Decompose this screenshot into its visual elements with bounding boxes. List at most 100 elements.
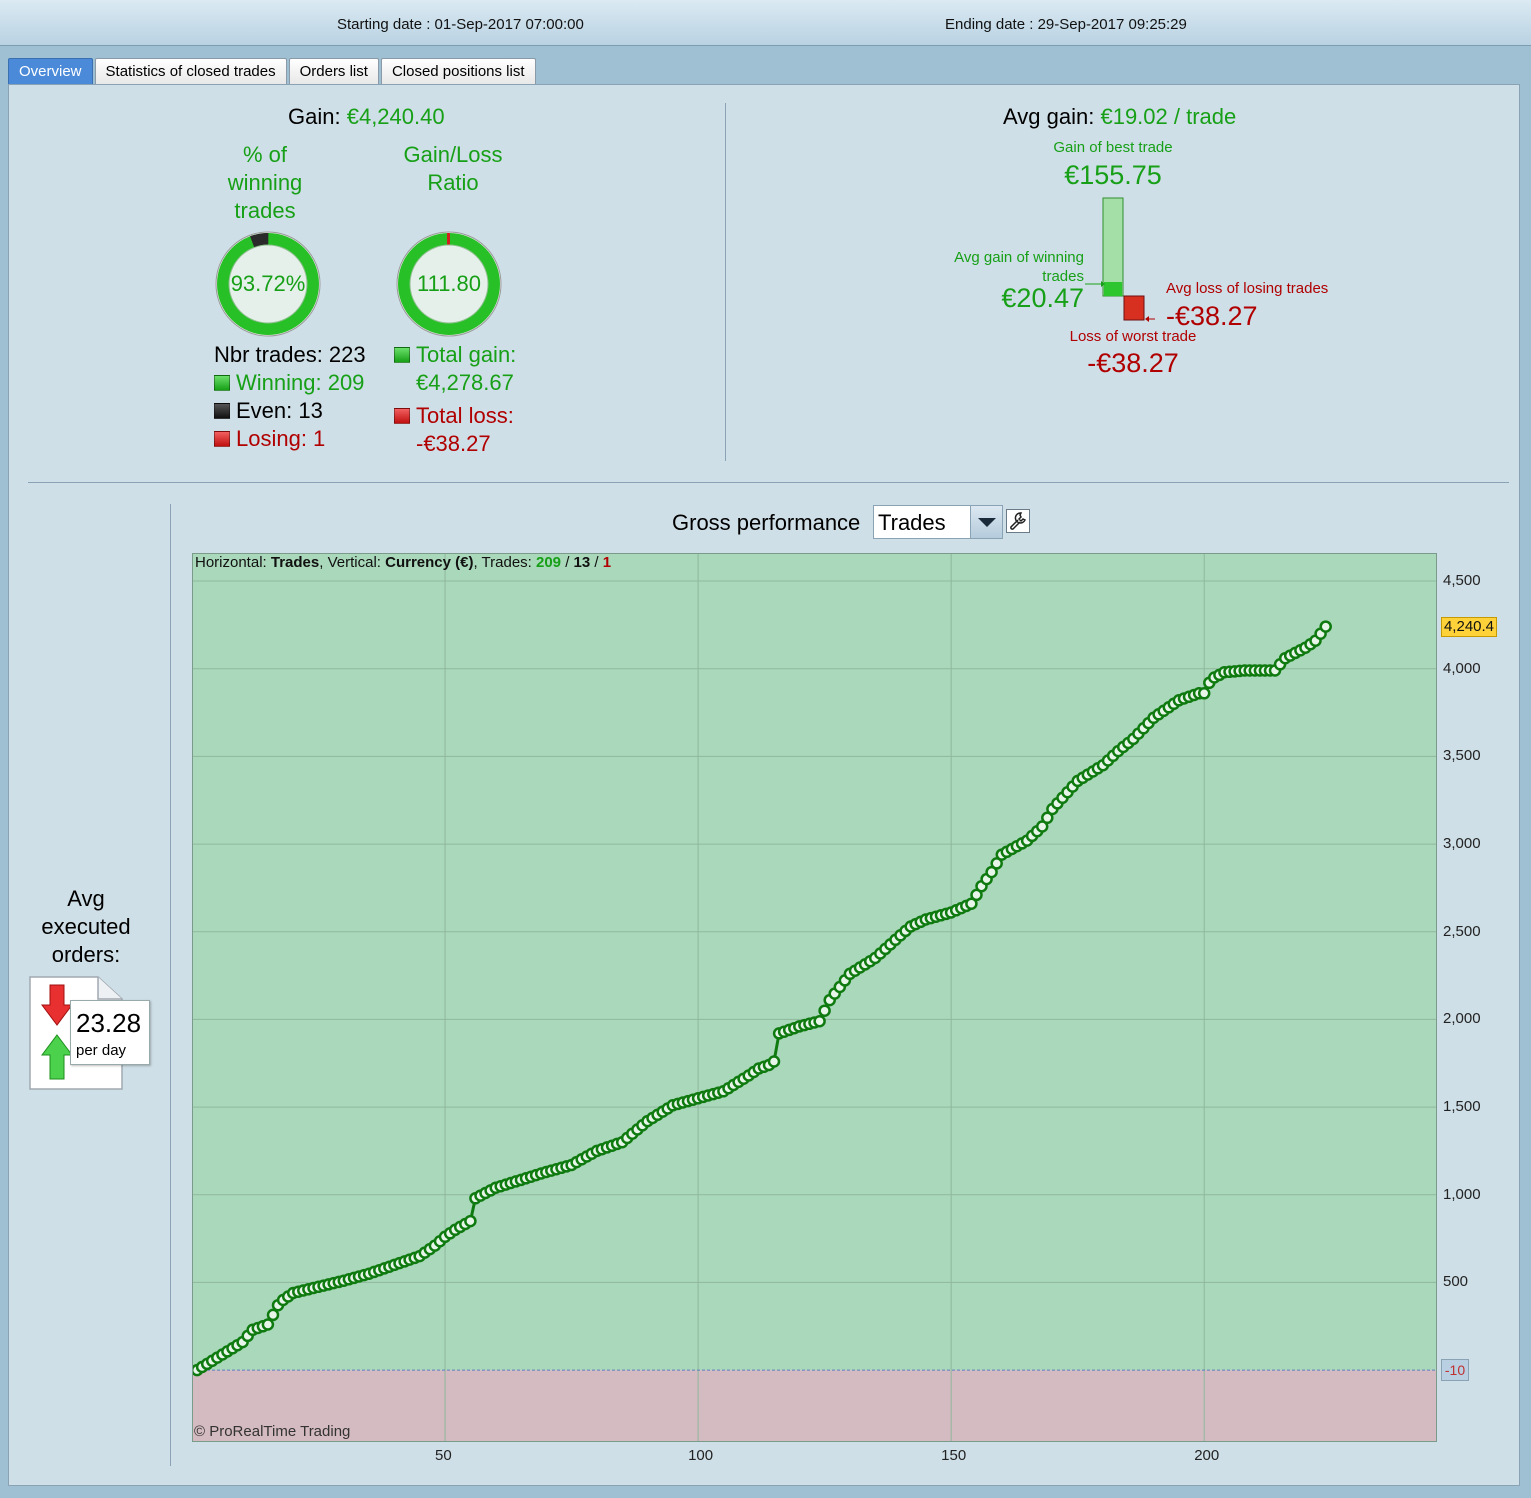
y-tick-label: 3,000 <box>1443 835 1481 853</box>
x-tick-label: 100 <box>688 1447 714 1464</box>
y-tick-label: 3,500 <box>1443 747 1481 765</box>
negative-area <box>192 1370 1437 1442</box>
trade-point <box>818 1004 831 1017</box>
trade-point <box>985 865 998 879</box>
avg-loss-value: -€38.27 <box>1166 301 1258 331</box>
starting-date: Starting date : 01-Sep-2017 07:00:00 <box>337 16 584 33</box>
trade-point <box>1035 820 1049 833</box>
worst-trade-value: -€38.27 <box>1087 348 1179 378</box>
info-even-count: 13 <box>573 554 591 571</box>
gross-performance-chart <box>192 553 1437 1442</box>
total-gain-value: €4,278.67 <box>416 370 514 395</box>
trade-point <box>990 857 1003 870</box>
even-legend-swatch <box>214 403 230 419</box>
orders-per-day-unit: per day <box>76 1042 127 1059</box>
info-horizontal-label: Horizontal: <box>195 554 271 571</box>
total-gain-label: Total gain: <box>394 342 516 368</box>
trade-point <box>965 897 978 910</box>
tab-bar: Overview Statistics of closed trades Ord… <box>8 58 538 84</box>
trade-point <box>813 1014 826 1028</box>
trade-point <box>767 1055 781 1068</box>
last-value-badge: 4,240.4 <box>1441 617 1497 637</box>
y-tick-label: 1,500 <box>1443 1098 1481 1116</box>
positive-area <box>192 553 1437 1371</box>
trade-point <box>464 1214 477 1228</box>
even-count-text: Even: 13 <box>236 398 323 423</box>
y-tick-label: 1,000 <box>1443 1185 1481 1203</box>
tab-statistics-of-closed-trades[interactable]: Statistics of closed trades <box>94 58 287 84</box>
performance-mode-select[interactable]: Trades <box>873 505 1003 539</box>
chart-grid <box>192 553 1437 1442</box>
gl-ratio-value: 111.80 <box>416 271 482 296</box>
y-tick-label: 500 <box>1443 1273 1469 1291</box>
winning-pct-title-line3: trades <box>234 198 296 223</box>
avg-orders-title: Avg executed orders: <box>20 885 152 969</box>
tab-orders-list[interactable]: Orders list <box>288 58 379 84</box>
winning-legend-swatch <box>214 375 230 391</box>
gl-ratio-title-line1: Gain/Loss <box>403 142 503 167</box>
winning-pct-title-line1: % of <box>242 142 288 167</box>
winning-pct-value: 93.72% <box>230 271 306 296</box>
avg-win-label-line1: Avg gain of winning <box>954 249 1084 266</box>
tab-overview[interactable]: Overview <box>8 58 93 84</box>
avg-orders-title-line2: executed <box>41 914 131 939</box>
total-loss-swatch <box>394 408 410 424</box>
vertical-divider <box>725 103 726 461</box>
info-separator-2: / <box>590 554 603 571</box>
orders-per-day-value: 23.28 <box>76 1008 142 1038</box>
y-tick-label: 4,000 <box>1443 659 1481 677</box>
info-horizontal-value: Trades <box>270 554 320 571</box>
x-tick-label: 150 <box>941 1447 967 1464</box>
performance-mode-value: Trades <box>878 510 946 535</box>
avg-gain-value: €19.02 / trade <box>1100 104 1237 129</box>
losing-legend-swatch <box>214 431 230 447</box>
chevron-down-icon[interactable] <box>970 506 1002 538</box>
info-vertical-label: , Vertical: <box>319 554 386 571</box>
trade-point <box>1197 687 1211 700</box>
gl-ratio-donut <box>396 231 502 337</box>
total-gain-swatch <box>394 347 410 363</box>
nbr-trades: Nbr trades: 223 <box>214 342 366 367</box>
avg-win-value: €20.47 <box>1001 283 1084 313</box>
trade-point <box>261 1318 275 1331</box>
copyright: © ProRealTime Trading <box>194 1423 351 1440</box>
orders-per-day-box: 23.28 per day <box>70 1000 150 1065</box>
ending-date: Ending date : 29-Sep-2017 09:25:29 <box>945 16 1187 33</box>
best-trade-label: Gain of best trade <box>1053 139 1173 156</box>
y-tick-label: 4,500 <box>1443 572 1481 590</box>
trade-point <box>1041 811 1054 825</box>
chart-frame <box>192 553 1437 1442</box>
trade-range-bar <box>1085 197 1155 322</box>
gain-label: Gain: <box>288 104 341 129</box>
chart-left-divider <box>170 504 171 1466</box>
best-trade-value: €155.75 <box>1064 160 1162 190</box>
winning-pct-title: % of winning trades <box>205 141 325 225</box>
avg-gain-summary: Avg gain: €19.02 / trade <box>1003 104 1236 130</box>
losing-count: Losing: 1 <box>214 426 325 452</box>
performance-title: Gross performance <box>672 510 861 535</box>
info-loss-count: 1 <box>602 554 612 571</box>
zero-level-badge: -10 <box>1441 1359 1469 1381</box>
trade-points <box>192 620 1332 1377</box>
wrench-icon[interactable] <box>1006 509 1030 533</box>
y-tick-label: 2,500 <box>1443 922 1481 940</box>
avg-loss-label: Avg loss of losing trades <box>1166 280 1329 297</box>
chart-info-line: Horizontal: Trades, Vertical: Currency (… <box>195 554 611 571</box>
x-tick-label: 200 <box>1194 1447 1220 1464</box>
winning-pct-donut <box>215 231 321 337</box>
total-gain-label-text: Total gain: <box>416 342 517 367</box>
tab-closed-positions-list[interactable]: Closed positions list <box>380 58 536 84</box>
winning-pct-title-line2: winning <box>227 170 303 195</box>
even-count: Even: 13 <box>214 398 323 424</box>
gain-value: €4,240.40 <box>346 104 445 129</box>
avg-win-label-line2: trades <box>1042 268 1084 285</box>
avg-win-label: Avg gain of winning trades <box>944 248 1084 286</box>
info-trades-label: , Trades: <box>473 554 536 571</box>
gl-ratio-title-line2: Ratio <box>427 170 479 195</box>
info-win-count: 209 <box>536 554 562 571</box>
y-tick-label: 2,000 <box>1443 1010 1481 1028</box>
date-range-bar: Starting date : 01-Sep-2017 07:00:00 End… <box>0 0 1531 46</box>
worst-trade-label: Loss of worst trade <box>1069 328 1197 345</box>
total-loss-label-text: Total loss: <box>416 403 514 428</box>
winning-count: Winning: 209 <box>214 370 364 396</box>
